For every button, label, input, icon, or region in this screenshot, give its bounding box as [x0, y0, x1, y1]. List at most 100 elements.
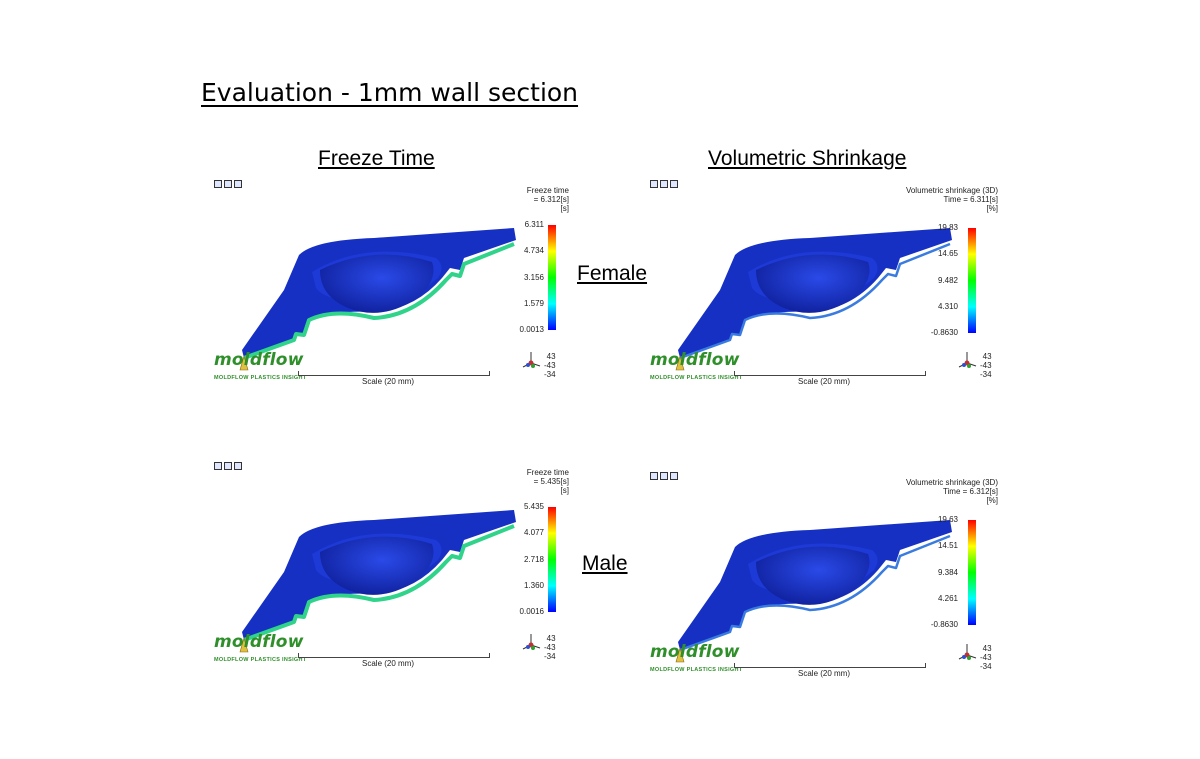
zoom-icon[interactable] — [670, 472, 678, 480]
coord-x: 43 — [546, 352, 556, 361]
part-model-image — [239, 228, 516, 371]
moldflow-subtitle: Moldflow Plastics Insight — [214, 657, 307, 663]
rotate-icon[interactable] — [660, 180, 668, 188]
legend-tick-label: 0.0016 — [519, 607, 544, 616]
scale-label: Scale (20 mm) — [362, 659, 415, 668]
panel-freeze-female: Freeze time = 6.312[s] [s] 6.311 4.734 3.1… — [214, 180, 614, 395]
moldflow-subtitle: Moldflow Plastics Insight — [650, 667, 743, 673]
view-icon[interactable] — [214, 180, 222, 188]
coord-x: 43 — [982, 352, 992, 361]
viewer-toolbar — [214, 462, 242, 470]
legend-unit: [%] — [986, 204, 998, 213]
legend-tick-label: 4.310 — [937, 301, 958, 311]
coord-y: -43 — [544, 361, 556, 370]
color-scale-bar — [548, 225, 556, 330]
coord-z: -34 — [544, 370, 556, 379]
legend-result-name: Freeze time — [526, 468, 569, 477]
legend-tick-label: 9.384 — [937, 567, 958, 577]
part-model-image — [239, 510, 516, 653]
view-coordinates: 43 -43 -34 — [980, 352, 992, 379]
scale-bar — [734, 371, 926, 376]
moldflow-logo: moldflow — [650, 642, 740, 662]
rotate-icon[interactable] — [660, 472, 668, 480]
legend-tick-label: 14.65 — [937, 249, 958, 259]
legend-tick-label: -0.8630 — [930, 620, 958, 629]
panel-shrink-male: Volumetric shrinkage (3D) Time = 6.312[s… — [650, 472, 1050, 687]
viewer-toolbar — [214, 180, 242, 188]
column-heading-freeze-time: Freeze Time — [318, 147, 435, 170]
moldflow-subtitle: Moldflow Plastics Insight — [650, 375, 743, 381]
legend-title: Freeze time = 6.312[s] [s] — [527, 186, 569, 213]
moldflow-subtitle: Moldflow Plastics Insight — [214, 375, 307, 381]
legend-tick-label: 2.718 — [523, 554, 544, 564]
legend-tick-label: 0.0013 — [519, 325, 544, 334]
legend-tick-label: 4.077 — [523, 528, 544, 538]
coord-z: -34 — [980, 370, 992, 379]
legend-unit: [%] — [986, 496, 998, 505]
viewer-toolbar — [650, 180, 678, 188]
scale-label: Scale (20 mm) — [798, 669, 851, 678]
scale-bar — [734, 663, 926, 668]
legend-time: Time = 6.312[s] — [942, 487, 998, 496]
viewer-toolbar — [650, 472, 678, 480]
row-label-male: Male — [582, 552, 628, 575]
legend-title: Freeze time = 5.435[s] [s] — [527, 468, 569, 495]
legend-tick-label: 3.156 — [523, 272, 544, 282]
scale-bar — [298, 371, 490, 376]
moldflow-logo: moldflow — [214, 350, 304, 370]
slide-title: Evaluation - 1mm wall section — [201, 78, 579, 107]
color-scale-bar — [548, 507, 556, 612]
coord-z: -34 — [544, 652, 556, 661]
rotate-icon[interactable] — [224, 462, 232, 470]
color-scale-bar — [968, 228, 976, 333]
scale-label: Scale (20 mm) — [362, 377, 415, 386]
axis-triad-icon — [958, 644, 977, 660]
legend-tick-label: 4.261 — [937, 593, 958, 603]
legend-result-name: Freeze time — [526, 186, 569, 195]
view-coordinates: 43 -43 -34 — [544, 634, 556, 661]
coord-y: -43 — [980, 361, 992, 370]
axis-triad-icon — [522, 634, 541, 650]
rotate-icon[interactable] — [224, 180, 232, 188]
legend-tick-label: 1.579 — [523, 298, 544, 308]
zoom-icon[interactable] — [670, 180, 678, 188]
view-icon[interactable] — [650, 472, 658, 480]
legend-tick-label: 1.360 — [523, 580, 544, 590]
color-scale-bar — [968, 520, 976, 625]
zoom-icon[interactable] — [234, 462, 242, 470]
legend-unit: [s] — [560, 204, 569, 213]
legend-tick-label: -0.8630 — [930, 328, 958, 337]
row-label-female: Female — [577, 262, 648, 285]
column-heading-volumetric-shrinkage: Volumetric Shrinkage — [708, 147, 907, 170]
coord-y: -43 — [980, 653, 992, 662]
coord-x: 43 — [546, 634, 556, 643]
legend-tick-label: 9.482 — [937, 275, 958, 285]
legend-tick-label: 19.83 — [937, 223, 958, 232]
zoom-icon[interactable] — [234, 180, 242, 188]
scale-bar — [298, 653, 490, 658]
legend-result-name: Volumetric shrinkage (3D) — [905, 186, 998, 195]
coord-y: -43 — [544, 643, 556, 652]
panel-freeze-male: Freeze time = 5.435[s] [s] 5.435 4.077 2.7… — [214, 462, 614, 677]
legend-time: = 5.435[s] — [533, 477, 569, 486]
legend-tick-label: 6.311 — [524, 220, 544, 229]
moldflow-logo: moldflow — [214, 632, 304, 652]
legend-time: Time = 6.311[s] — [943, 195, 998, 204]
legend-tick-label: 14.51 — [937, 541, 958, 551]
legend-tick-label: 5.435 — [523, 502, 544, 511]
view-icon[interactable] — [214, 462, 222, 470]
axis-triad-icon — [522, 352, 541, 368]
part-model-image — [675, 520, 952, 663]
view-icon[interactable] — [650, 180, 658, 188]
part-model-image — [675, 228, 952, 371]
view-coordinates: 43 -43 -34 — [544, 352, 556, 379]
moldflow-logo: moldflow — [650, 350, 740, 370]
view-coordinates: 43 -43 -34 — [980, 644, 992, 671]
axis-triad-icon — [958, 352, 977, 368]
coord-x: 43 — [982, 644, 992, 653]
legend-result-name: Volumetric shrinkage (3D) — [905, 478, 998, 487]
legend-time: = 6.312[s] — [533, 195, 569, 204]
panel-shrink-female: Volumetric shrinkage (3D) Time = 6.311[s… — [650, 180, 1050, 395]
legend-tick-label: 4.734 — [523, 246, 544, 256]
coord-z: -34 — [980, 662, 992, 671]
